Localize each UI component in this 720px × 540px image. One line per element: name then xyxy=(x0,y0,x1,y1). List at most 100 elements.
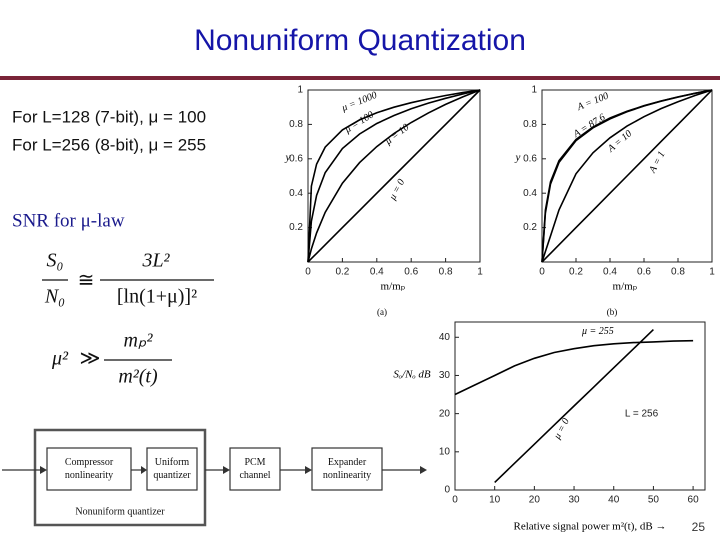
eq-term: S₀ xyxy=(47,250,64,272)
x-tick-label: 20 xyxy=(529,495,541,506)
x-tick-label: 0.8 xyxy=(671,267,685,278)
snr-heading: SNR for μ-law xyxy=(12,210,125,231)
y-tick-label: 0.8 xyxy=(289,119,303,130)
series-label: μ = 1000 xyxy=(339,90,378,114)
block-label: Expander nonlinearity xyxy=(323,457,371,481)
x-tick-label: 0.4 xyxy=(370,267,384,278)
x-tick-label: 0 xyxy=(539,267,545,278)
plot-frame xyxy=(541,89,713,263)
series-label: μ = 0 xyxy=(387,177,407,202)
y-tick-label: 0.4 xyxy=(523,188,537,199)
annotation: L = 256 xyxy=(625,408,659,419)
x-tick-label: 60 xyxy=(688,495,700,506)
block xyxy=(229,447,281,491)
page-number: 25 xyxy=(692,520,706,534)
y-tick-label: 0.8 xyxy=(523,119,537,130)
intro-line: For L=256 (8-bit), μ = 255 xyxy=(12,135,206,154)
chart-caption: (b) xyxy=(607,307,618,317)
block-label: Compressor nonlinearity xyxy=(65,457,114,481)
series-line xyxy=(307,89,481,263)
series-label: A = 10 xyxy=(605,128,634,155)
group-label: Nonuniform quantizer xyxy=(75,506,165,517)
series-line xyxy=(454,339,694,396)
series-label: A = 100 xyxy=(575,91,610,114)
eq-term: mₚ² xyxy=(123,330,153,352)
eq-term: N₀ xyxy=(44,286,65,308)
arrowhead xyxy=(420,466,427,474)
slide-title: Nonuniform Quantization xyxy=(194,24,526,57)
x-axis-label: m/mₚ xyxy=(613,281,638,293)
y-tick-label: 20 xyxy=(439,408,451,419)
series-label: μ = 255 xyxy=(581,326,614,337)
title-rule xyxy=(0,76,720,80)
equation: S₀ N₀ ≅ 3L² [ln(1+μ)]² μ² ≫ mₚ² m²(t) xyxy=(42,250,214,388)
series-label: μ = 0 xyxy=(552,417,572,442)
y-axis-label: y xyxy=(515,152,521,164)
x-tick-label: 0 xyxy=(452,495,458,506)
block xyxy=(311,447,383,491)
y-tick-label: 0.2 xyxy=(523,222,537,233)
x-tick-label: 40 xyxy=(608,495,620,506)
x-tick-label: 10 xyxy=(489,495,501,506)
y-tick-label: 10 xyxy=(439,446,451,457)
y-tick-label: 0.4 xyxy=(289,188,303,199)
series-line xyxy=(494,329,654,483)
y-tick-label: 30 xyxy=(439,370,451,381)
series-line xyxy=(307,89,481,263)
block-diagram: Compressor nonlinearity Uniform quantizer … xyxy=(2,428,427,527)
x-tick-label: 0 xyxy=(305,267,311,278)
y-tick-label: 40 xyxy=(439,332,451,343)
arrowhead xyxy=(223,466,230,474)
y-tick-label: 1 xyxy=(297,85,303,96)
x-tick-label: 30 xyxy=(568,495,580,506)
series-label: μ = 10 xyxy=(383,122,412,148)
x-axis-label: Relative signal power m²(t), dB → xyxy=(514,521,667,533)
series-label: μ = 100 xyxy=(342,109,376,136)
x-tick-label: 0.6 xyxy=(404,267,418,278)
x-tick-label: 0.2 xyxy=(335,267,349,278)
series-line xyxy=(307,89,481,263)
y-tick-label: 0.2 xyxy=(289,222,303,233)
series-line xyxy=(541,89,713,263)
arrowhead xyxy=(305,466,312,474)
x-tick-label: 50 xyxy=(648,495,660,506)
intro-line: For L=128 (7-bit), μ = 100 xyxy=(12,107,206,126)
series-line xyxy=(541,89,713,263)
eq-term: μ² xyxy=(51,348,69,370)
arrowhead xyxy=(141,466,147,474)
eq-term: [ln(1+μ)]² xyxy=(117,286,197,308)
x-tick-label: 0.6 xyxy=(637,267,651,278)
y-tick-label: 0 xyxy=(444,485,450,496)
x-tick-label: 0.8 xyxy=(439,267,453,278)
chart-caption: (a) xyxy=(377,307,387,317)
block xyxy=(146,447,198,491)
y-tick-label: 1 xyxy=(531,85,537,96)
x-tick-label: 1 xyxy=(709,267,715,278)
eq-relation: ≅ xyxy=(78,270,95,292)
x-tick-label: 0.4 xyxy=(603,267,617,278)
block xyxy=(46,447,132,491)
eq-term: 3L² xyxy=(141,250,170,272)
series-line xyxy=(541,89,713,263)
plot-frame xyxy=(307,89,481,263)
x-tick-label: 1 xyxy=(477,267,483,278)
eq-term: m²(t) xyxy=(118,366,158,388)
series-label: A = 87.6 xyxy=(571,112,608,141)
series-line xyxy=(307,89,481,263)
chart: 0 10 20 30 40 50 60 0 10 20 30 40 μ = 255 μ = 0 Relati… xyxy=(393,321,706,533)
x-tick-label: 0.2 xyxy=(569,267,583,278)
y-axis-label: Sₒ/Nₒ dB xyxy=(393,369,430,381)
y-tick-label: 0.6 xyxy=(523,153,537,164)
y-axis-label: y xyxy=(285,152,291,164)
eq-relation: ≫ xyxy=(80,348,101,370)
plot-frame xyxy=(454,321,706,491)
y-tick-label: 0.6 xyxy=(289,153,303,164)
block-label: PCM channel xyxy=(239,457,270,481)
x-axis-label: m/mₚ xyxy=(381,281,406,293)
arrowhead xyxy=(40,466,47,474)
block-label: Uniform quantizer xyxy=(153,457,191,481)
